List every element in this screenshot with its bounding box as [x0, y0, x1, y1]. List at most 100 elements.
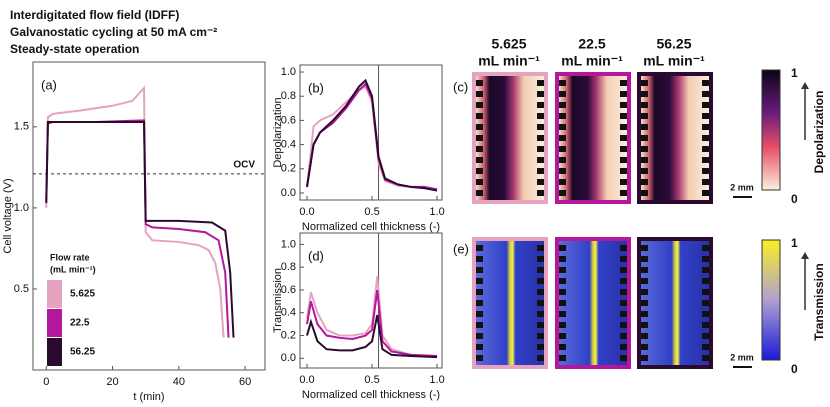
comb-tooth — [702, 278, 709, 284]
comb-tooth — [559, 80, 566, 86]
comb-tooth — [559, 300, 566, 306]
comb-tooth — [702, 80, 709, 86]
comb-tooth — [537, 245, 544, 251]
comb-tooth — [620, 168, 627, 174]
scale-bar-label: 2 mm — [730, 182, 754, 192]
comb-tooth — [476, 256, 483, 262]
data-line — [45, 119, 230, 338]
legend-label: 56.25 — [70, 347, 95, 358]
comb-tooth — [537, 80, 544, 86]
comb-tooth — [620, 267, 627, 273]
plot-frame — [299, 232, 443, 369]
comb-tooth — [476, 91, 483, 97]
comb-tooth — [620, 80, 627, 86]
comb-tooth — [641, 355, 648, 361]
panel-label: (c) — [453, 79, 468, 94]
comb-tooth — [641, 322, 648, 328]
comb-tooth — [702, 124, 709, 130]
comb-tooth — [641, 333, 648, 339]
column-rate: 5.625 — [491, 36, 526, 52]
comb-tooth — [641, 179, 648, 185]
comb-tooth — [476, 102, 483, 108]
comb-tooth — [537, 344, 544, 350]
x-axis-label: t (min) — [133, 391, 164, 403]
comb-tooth — [476, 322, 483, 328]
comb-tooth — [702, 355, 709, 361]
comb-tooth — [476, 113, 483, 119]
comb-tooth — [702, 179, 709, 185]
comb-tooth — [559, 91, 566, 97]
comb-tooth — [537, 278, 544, 284]
comb-tooth — [559, 355, 566, 361]
x-tick-label: 0.5 — [364, 206, 379, 218]
comb-tooth — [620, 135, 627, 141]
y-tick-label: 0.8 — [281, 90, 296, 102]
comb-tooth — [641, 80, 648, 86]
comb-tooth — [559, 322, 566, 328]
comb-tooth — [537, 289, 544, 295]
comb-tooth — [702, 256, 709, 262]
comb-tooth — [702, 267, 709, 273]
comb-tooth — [620, 278, 627, 284]
y-axis-label: Depolarization — [272, 97, 284, 167]
comb-tooth — [476, 344, 483, 350]
comb-tooth — [476, 278, 483, 284]
comb-tooth — [702, 322, 709, 328]
panel-label: (d) — [308, 248, 324, 263]
comb-tooth — [559, 157, 566, 163]
y-axis-label: Transmission — [272, 268, 284, 333]
comb-tooth — [559, 124, 566, 130]
comb-tooth — [620, 179, 627, 185]
comb-tooth — [476, 267, 483, 273]
y-tick-label: 1.0 — [14, 202, 29, 214]
comb-tooth — [537, 256, 544, 262]
legend-title: (mL min⁻¹) — [50, 264, 96, 274]
comb-tooth — [702, 102, 709, 108]
comb-tooth — [559, 245, 566, 251]
y-tick-label: 0.8 — [281, 261, 296, 273]
comb-tooth — [476, 300, 483, 306]
image — [559, 76, 627, 200]
comb-tooth — [537, 322, 544, 328]
legend-swatch — [47, 338, 62, 366]
y-tick-label: 1.5 — [14, 121, 29, 133]
legend-swatch — [47, 280, 62, 308]
x-tick-label: 40 — [173, 376, 185, 388]
comb-tooth — [620, 124, 627, 130]
colorbar — [761, 69, 781, 191]
x-tick-label: 1.0 — [429, 206, 444, 218]
colorbar-min: 0 — [791, 192, 798, 206]
header-line: Interdigitated flow field (IDFF) — [10, 8, 179, 22]
comb-tooth — [641, 245, 648, 251]
x-tick-label: 0.5 — [364, 374, 379, 386]
comb-tooth — [641, 124, 648, 130]
column-unit: mL min⁻¹ — [643, 53, 705, 69]
x-tick-label: 0.0 — [299, 206, 314, 218]
x-tick-label: 0 — [43, 376, 49, 388]
comb-tooth — [559, 135, 566, 141]
colorbar-max: 1 — [791, 66, 798, 80]
plot-frame — [32, 61, 266, 371]
comb-tooth — [537, 124, 544, 130]
comb-tooth — [559, 113, 566, 119]
panel-label: (e) — [453, 241, 469, 256]
comb-tooth — [702, 300, 709, 306]
comb-tooth — [641, 168, 648, 174]
comb-tooth — [702, 113, 709, 119]
comb-tooth — [537, 300, 544, 306]
x-tick-label: 20 — [106, 376, 118, 388]
x-tick-label: 1.0 — [429, 374, 444, 386]
y-tick-label: 1.0 — [281, 66, 296, 78]
panel-label: (a) — [41, 77, 57, 92]
comb-tooth — [702, 146, 709, 152]
arrow-head — [801, 252, 809, 259]
data-line — [306, 78, 438, 192]
comb-tooth — [702, 333, 709, 339]
legend-label: 5.625 — [70, 289, 95, 300]
comb-tooth — [476, 289, 483, 295]
comb-tooth — [537, 179, 544, 185]
comb-tooth — [537, 267, 544, 273]
comb-tooth — [620, 322, 627, 328]
comb-tooth — [641, 91, 648, 97]
